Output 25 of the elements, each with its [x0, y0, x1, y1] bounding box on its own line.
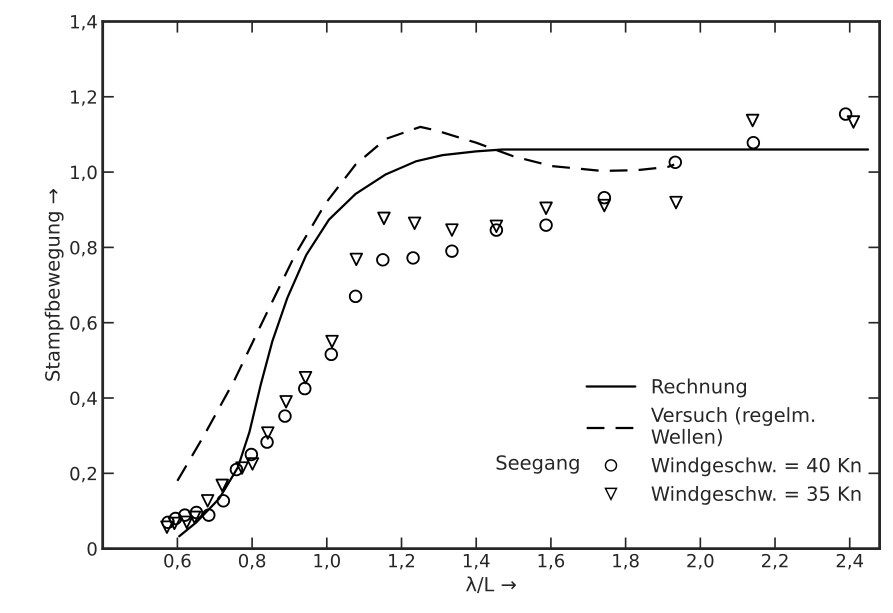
x-tick-label: 1,8	[613, 554, 639, 570]
y-tick-label: 0	[88, 542, 97, 556]
x-tick-label: 2,4	[836, 554, 864, 570]
x-axis-title: λ/L →	[466, 576, 516, 594]
y-tick-label: 0,8	[70, 240, 97, 256]
x-tick-label: 0,8	[238, 554, 266, 570]
legend-label: Rechnung	[652, 378, 746, 398]
y-tick-label: 1,4	[71, 15, 97, 30]
x-tick-label: 2,2	[762, 554, 788, 570]
y-tick-label: 1,0	[71, 166, 97, 182]
x-tick-label: 1,6	[538, 554, 564, 570]
x-tick-label: 1,0	[314, 554, 340, 570]
legend-label: Windgeschw. = 35 Kn	[651, 486, 860, 505]
y-tick-label: 0,6	[70, 316, 97, 332]
x-tick-label: 1,2	[389, 554, 414, 570]
y-axis-title: Stampfbewegung →	[44, 189, 64, 381]
x-tick-label: 1,4	[464, 554, 490, 570]
x-tick-label: 2,0	[687, 554, 714, 570]
legend-label: Versuch (regelm. Wellen)	[650, 407, 814, 446]
y-tick-label: 1,2	[71, 90, 96, 106]
y-tick-label: 0,2	[70, 466, 96, 482]
annotation: Seegang	[496, 455, 579, 474]
y-tick-label: 0,4	[70, 391, 97, 407]
x-tick-label: 0,6	[164, 554, 191, 570]
legend-label: Windgeschw. = 40 Kn	[651, 457, 860, 476]
